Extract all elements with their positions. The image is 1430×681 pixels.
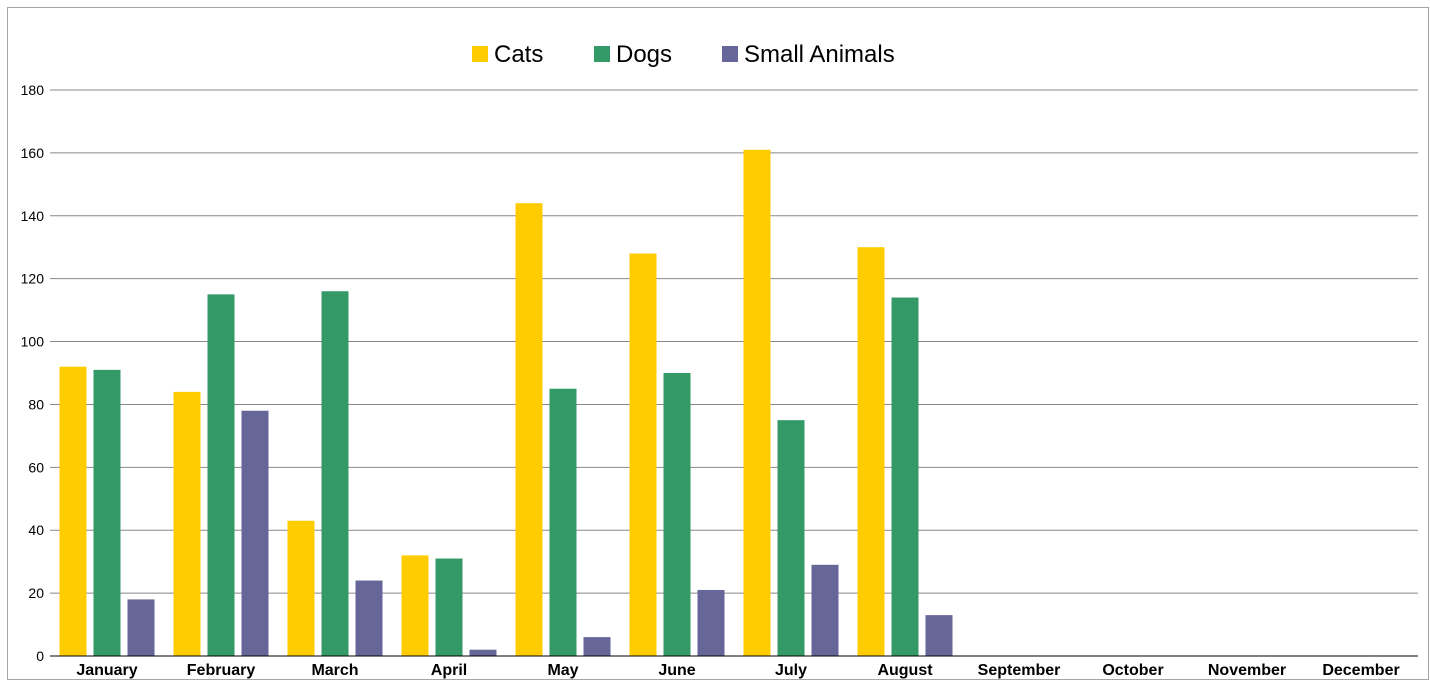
x-category-label: December xyxy=(1322,662,1399,679)
x-category-label: October xyxy=(1102,662,1163,679)
y-tick-label: 160 xyxy=(21,145,45,161)
x-category-label: September xyxy=(978,662,1061,679)
bar-dogs-july xyxy=(777,420,805,656)
x-category-label: April xyxy=(431,662,467,679)
gridlines xyxy=(50,89,1418,594)
bars xyxy=(59,149,953,656)
y-tick-label: 40 xyxy=(28,522,44,538)
bar-small-animals-april xyxy=(469,649,497,656)
legend-swatch xyxy=(594,46,610,62)
bar-small-animals-march xyxy=(355,580,383,656)
y-axis-tick-labels: 0 20 40 60 80 100 120 140 160 180 xyxy=(21,82,45,664)
bar-small-animals-june xyxy=(697,589,725,656)
legend-label: Cats xyxy=(494,41,543,68)
bar-dogs-january xyxy=(93,369,121,656)
x-category-label: June xyxy=(658,662,695,679)
bar-small-animals-january xyxy=(127,599,155,656)
x-category-label: August xyxy=(877,662,933,679)
legend-item: Dogs xyxy=(594,41,672,68)
bar-dogs-april xyxy=(435,558,463,656)
bar-cats-february xyxy=(173,391,201,656)
bar-cats-august xyxy=(857,247,885,656)
legend-swatch xyxy=(722,46,738,62)
y-tick-label: 0 xyxy=(36,648,44,664)
legend-item: Cats xyxy=(472,41,543,68)
y-tick-label: 100 xyxy=(21,334,45,350)
x-category-label: November xyxy=(1208,662,1286,679)
y-tick-label: 20 xyxy=(28,585,44,601)
x-category-label: February xyxy=(187,662,256,679)
y-tick-label: 60 xyxy=(28,459,44,475)
bar-dogs-march xyxy=(321,291,349,656)
x-category-label: July xyxy=(775,662,807,679)
legend-swatch xyxy=(472,46,488,62)
bar-small-animals-august xyxy=(925,615,953,656)
bar-dogs-august xyxy=(891,297,919,656)
y-tick-label: 140 xyxy=(21,208,45,224)
bar-cats-may xyxy=(515,203,543,656)
bar-cats-march xyxy=(287,520,315,656)
x-category-label: May xyxy=(547,662,578,679)
bar-small-animals-july xyxy=(811,564,839,656)
bar-dogs-february xyxy=(207,294,235,656)
bar-cats-january xyxy=(59,366,87,656)
bar-cats-july xyxy=(743,149,771,656)
x-category-label: January xyxy=(76,662,137,679)
bar-small-animals-may xyxy=(583,637,611,656)
bar-dogs-june xyxy=(663,373,691,656)
x-category-label: March xyxy=(311,662,358,679)
legend: Cats Dogs Small Animals xyxy=(472,41,895,68)
legend-item: Small Animals xyxy=(722,41,895,68)
bar-dogs-may xyxy=(549,388,577,656)
y-tick-label: 80 xyxy=(28,396,44,412)
bar-cats-april xyxy=(401,555,429,656)
x-axis-category-labels: January February March April May June July Augu… xyxy=(76,662,1399,679)
bar-cats-june xyxy=(629,253,657,656)
y-tick-label: 180 xyxy=(21,82,45,98)
legend-label: Small Animals xyxy=(744,41,895,68)
y-tick-label: 120 xyxy=(21,271,45,287)
legend-label: Dogs xyxy=(616,41,672,68)
bar-small-animals-february xyxy=(241,410,269,656)
